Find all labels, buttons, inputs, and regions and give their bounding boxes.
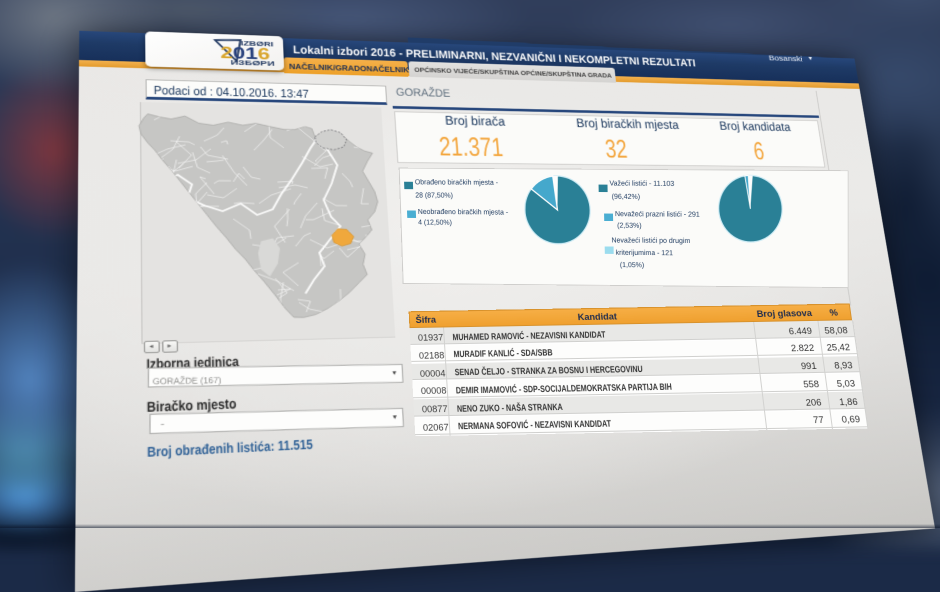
svg-text:IZBØRI: IZBØRI: [240, 40, 273, 49]
svg-text:ИЗБØРИ: ИЗБØРИ: [231, 59, 276, 68]
svg-text:2016: 2 01 6: [220, 45, 270, 64]
